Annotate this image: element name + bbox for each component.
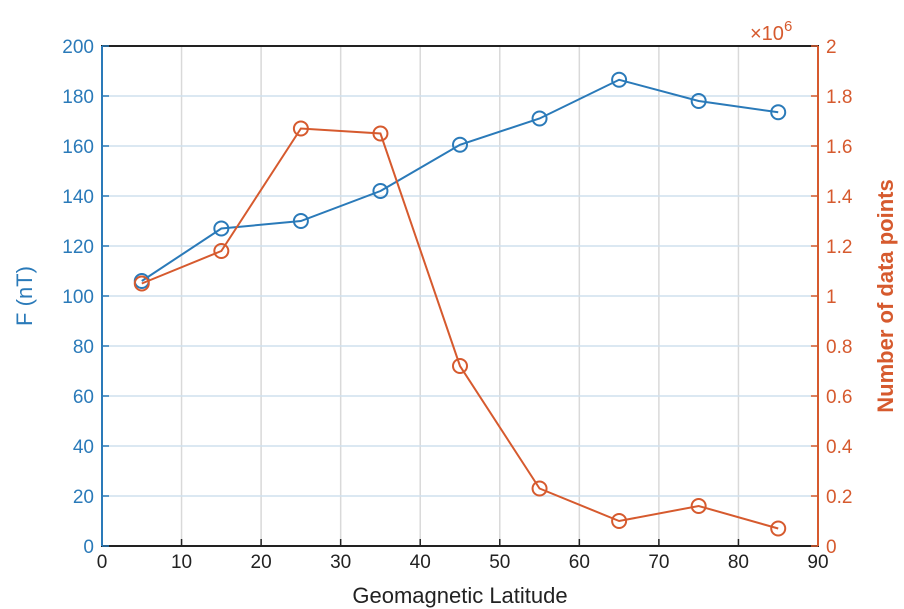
series-1-marker [770,104,787,121]
x-tick-label: 30 [330,552,351,573]
series-2-line [141,127,779,530]
x-tick-label: 90 [807,552,828,573]
y-left-tick-label: 0 [83,537,94,558]
y-axis-right-label: Number of data points [873,179,898,412]
multiplier-exponent: 6 [784,18,792,35]
series-1-marker [452,136,468,153]
y-left-tick-label: 160 [62,137,94,158]
series-layer [133,71,787,537]
y-left-tick-label: 140 [62,187,94,208]
series-2-marker [531,480,548,497]
x-tick-label: 20 [251,552,272,573]
series-1-marker [611,71,628,88]
y-right-tick-label: 0 [826,537,837,558]
grid-lines [102,46,818,546]
x-tick-label: 10 [171,552,192,573]
series-2-marker [372,125,389,142]
y-right-tick-label: 1.8 [826,87,852,108]
y-right-tick-label: 2 [826,37,837,58]
series-1-marker [690,93,707,109]
y-left-tick-label: 120 [62,237,94,258]
x-tick-label: 60 [569,552,590,573]
y-left-tick-label: 20 [73,487,94,508]
series-1-marker [213,220,230,237]
y-right-tick-label: 1.6 [826,137,852,158]
series-1-marker [531,110,548,127]
y-right-tick-label: 1.2 [826,237,852,258]
series-2-marker [292,120,309,137]
series-2-marker [133,275,150,292]
series-1-line [141,78,779,282]
y-left-tick-label: 60 [73,387,94,408]
x-axis-label: Geomagnetic Latitude [352,583,567,608]
y-right-tick-label: 0.2 [826,487,852,508]
series-1-marker [292,213,309,229]
y-left-tick-label: 40 [73,437,94,458]
x-tick-label: 0 [97,552,108,573]
x-tick-label: 70 [648,552,669,573]
y-right-tick-label: 1.4 [826,187,853,208]
x-tick-label: 50 [489,552,510,573]
y-right-tick-label: 0.4 [826,437,853,458]
y-right-tick-label: 0.6 [826,387,852,408]
series-2-marker [452,358,468,374]
series-2-marker [690,498,707,514]
y-left-tick-label: 180 [62,87,94,108]
series-2-marker [213,243,230,259]
y-right-tick-label: 1 [826,287,837,308]
series-2-marker [770,520,787,537]
y-left-tick-label: 100 [62,287,94,308]
series-2-marker [611,513,628,529]
right-axis-multiplier: ×106 [750,18,792,45]
x-tick-label: 40 [410,552,431,573]
y-right-tick-label: 0.8 [826,337,852,358]
y-left-tick-label: 200 [62,37,94,58]
y-left-tick-label: 80 [73,337,94,358]
multiplier-base: ×10 [750,23,784,45]
series-1-marker [372,183,389,199]
y-axis-left-label: F (nT) [12,266,37,326]
tick-layer: 0 10 20 30 40 50 60 70 80 90020406080100120140160… [62,37,853,573]
x-tick-label: 80 [728,552,749,573]
